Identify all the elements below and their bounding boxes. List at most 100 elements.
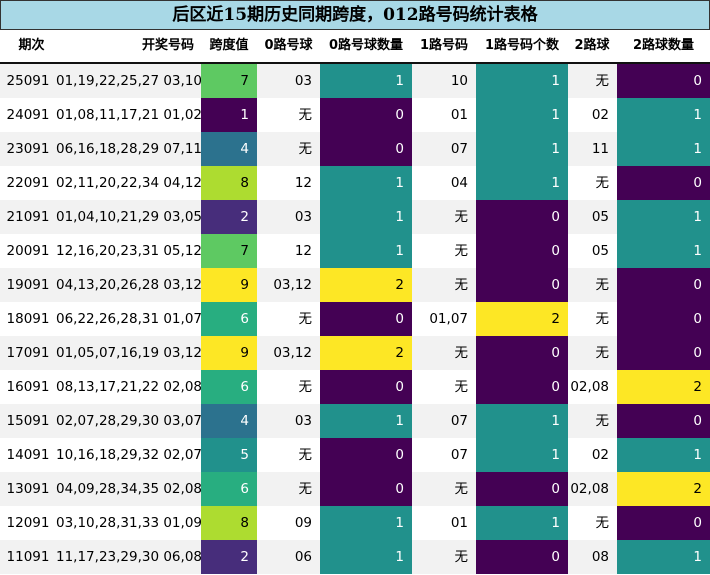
- cell-r2-count: 1: [617, 234, 710, 268]
- cell-r1: 07: [450, 413, 468, 429]
- cell-r1: 无: [454, 345, 469, 361]
- cell-r1: 01: [450, 515, 468, 531]
- cell-r1: 无: [454, 277, 469, 293]
- cell-r2: 11: [591, 141, 609, 157]
- cell-numbers: 02,11,20,22,34 04,12: [56, 175, 201, 191]
- cell-r2-count: 1: [617, 132, 710, 166]
- cell-span: 5: [201, 438, 257, 472]
- cell-span: 8: [201, 506, 257, 540]
- cell-r1: 无: [454, 549, 469, 565]
- cell-span: 1: [201, 98, 257, 132]
- cell-r1-count: 1: [476, 438, 568, 472]
- cell-span: 9: [201, 268, 257, 302]
- cell-span: 4: [201, 132, 257, 166]
- cell-period: 21091: [6, 209, 50, 225]
- cell-r1: 无: [454, 481, 469, 497]
- cell-r2: 02: [591, 447, 609, 463]
- cell-r0-count: 1: [320, 506, 412, 540]
- cell-r2-count: 0: [617, 302, 710, 336]
- cell-span: 6: [201, 370, 257, 404]
- cell-r0: 12: [294, 175, 312, 191]
- cell-r0: 无: [298, 311, 313, 327]
- cell-r1-count: 2: [476, 302, 568, 336]
- cell-r0: 03: [294, 73, 312, 89]
- cell-r1-count: 1: [476, 166, 568, 200]
- cell-r2: 02,08: [570, 481, 609, 497]
- cell-r1-count: 0: [476, 234, 568, 268]
- cell-numbers: 02,07,28,29,30 03,07: [56, 413, 201, 429]
- cell-r1: 04: [450, 175, 468, 191]
- header-r0-count: 0路号球数量: [328, 38, 404, 53]
- cell-r2-count: 0: [617, 506, 710, 540]
- cell-r1: 01: [450, 107, 468, 123]
- cell-span: 6: [201, 472, 257, 506]
- cell-r2: 无: [595, 311, 610, 327]
- cell-r0: 03,12: [273, 277, 312, 293]
- cell-r1: 07: [450, 447, 468, 463]
- cell-r1: 无: [454, 243, 469, 259]
- cell-r1: 07: [450, 141, 468, 157]
- cell-r0: 无: [298, 141, 313, 157]
- header-r2-count: 2路球数量: [632, 38, 695, 53]
- header-r0: 0路号球: [264, 38, 313, 53]
- header-period: 期次: [18, 38, 45, 53]
- cell-period: 23091: [6, 141, 50, 157]
- cell-period: 11091: [6, 549, 50, 565]
- cell-numbers: 11,17,23,29,30 06,08: [56, 549, 201, 565]
- cell-numbers: 04,13,20,26,28 03,12: [56, 277, 201, 293]
- cell-r2-count: 1: [617, 438, 710, 472]
- cell-r0: 03: [294, 209, 312, 225]
- cell-r1-count: 1: [476, 132, 568, 166]
- header-numbers: 开奖号码: [141, 38, 194, 53]
- cell-r2-count: 0: [617, 166, 710, 200]
- cell-r2-count: 2: [617, 370, 710, 404]
- cell-r0-count: 0: [320, 132, 412, 166]
- cell-numbers: 01,19,22,25,27 03,10: [56, 73, 201, 89]
- cell-r2: 无: [595, 73, 610, 89]
- cell-r2: 02,08: [570, 379, 609, 395]
- cell-period: 20091: [6, 243, 50, 259]
- cell-span: 7: [201, 234, 257, 268]
- cell-period: 15091: [6, 413, 50, 429]
- cell-r1-count: 1: [476, 404, 568, 438]
- cell-period: 24091: [6, 107, 50, 123]
- table-title: 后区近15期历史同期跨度，012路号码统计表格: [0, 0, 710, 30]
- cell-span: 9: [201, 336, 257, 370]
- cell-r1: 无: [454, 209, 469, 225]
- header-divider: [0, 62, 710, 64]
- cell-period: 19091: [6, 277, 50, 293]
- cell-numbers: 03,10,28,31,33 01,09: [56, 515, 201, 531]
- cell-r0-count: 0: [320, 98, 412, 132]
- cell-r0-count: 1: [320, 64, 412, 98]
- cell-r0-count: 1: [320, 200, 412, 234]
- cell-r2: 05: [591, 243, 609, 259]
- cell-period: 14091: [6, 447, 50, 463]
- cell-r1-count: 0: [476, 540, 568, 574]
- cell-span: 2: [201, 200, 257, 234]
- cell-r2: 无: [595, 413, 610, 429]
- cell-r2: 无: [595, 277, 610, 293]
- header-span: 跨度值: [209, 38, 249, 53]
- cell-r0-count: 0: [320, 472, 412, 506]
- cell-period: 25091: [6, 73, 50, 89]
- cell-r0-count: 2: [320, 268, 412, 302]
- cell-period: 16091: [6, 379, 50, 395]
- cell-r0: 06: [294, 549, 312, 565]
- cell-r0: 09: [294, 515, 312, 531]
- cell-period: 17091: [6, 345, 50, 361]
- cell-r2-count: 0: [617, 64, 710, 98]
- cell-r1-count: 0: [476, 370, 568, 404]
- cell-r2: 08: [591, 549, 609, 565]
- cell-r0: 03,12: [273, 345, 312, 361]
- header-r1-count: 1路号码个数: [484, 38, 560, 53]
- cell-r1-count: 0: [476, 472, 568, 506]
- cell-r1: 无: [454, 379, 469, 395]
- cell-r0: 03: [294, 413, 312, 429]
- cell-numbers: 01,05,07,16,19 03,12: [56, 345, 201, 361]
- cell-r1-count: 1: [476, 64, 568, 98]
- cell-numbers: 10,16,18,29,32 02,07: [56, 447, 201, 463]
- cell-r2-count: 0: [617, 404, 710, 438]
- cell-r0-count: 1: [320, 404, 412, 438]
- cell-r0-count: 1: [320, 234, 412, 268]
